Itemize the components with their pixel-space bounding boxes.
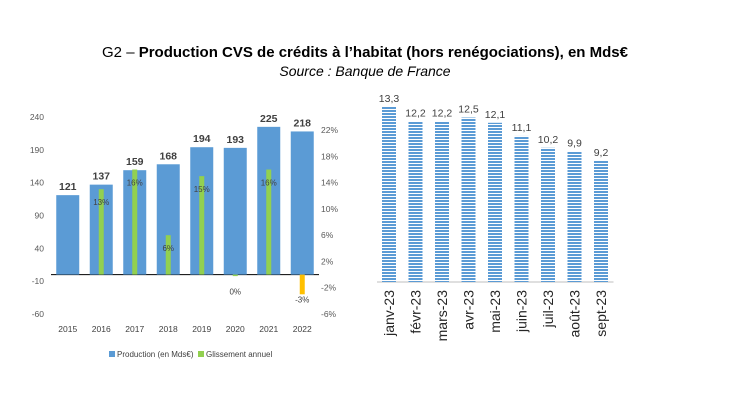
production-data-label: 159 [126, 156, 144, 168]
monthly-data-label: 11,1 [512, 122, 532, 134]
chart-title: G2 – Production CVS de crédits à l’habit… [0, 44, 730, 61]
month-tick-label: févr-23 [408, 290, 424, 334]
month-tick-label: mars-23 [434, 290, 450, 342]
chart-source: Source : Banque de France [279, 63, 451, 79]
year-tick-label: 2018 [159, 324, 178, 334]
month-axis: janv-23 févr-23 mars-23 avr-23 mai-23 juin-23… [381, 290, 609, 342]
year-axis: 2015 2016 2017 2018 2019 2020 2021 2022 [58, 324, 312, 334]
month-tick-label: avr-23 [461, 290, 477, 330]
monthly-bar [541, 147, 555, 282]
month-tick-label: sept-23 [593, 290, 609, 337]
right-y-tick-label: 2% [321, 256, 334, 266]
right-y-tick-label: 10% [321, 204, 338, 214]
production-bar [223, 147, 247, 275]
month-tick-label: mai-23 [487, 290, 503, 333]
left-y-tick-label: -10 [32, 276, 45, 286]
monthly-data-label: 10,2 [538, 134, 559, 146]
year-tick-label: 2015 [58, 324, 77, 334]
monthly-data-labels: 13,3 12,2 12,2 12,5 12,1 11,1 10,2 9,9 9,2 [379, 93, 609, 159]
glissement-bar [132, 169, 138, 275]
right-y-tick-label: -2% [321, 283, 337, 293]
glissement-bar [98, 189, 104, 275]
monthly-data-label: 12,5 [458, 104, 479, 116]
left-y-tick-label: 240 [30, 112, 44, 122]
glissement-bar [266, 169, 272, 275]
left-y-tick-label: 40 [35, 243, 45, 253]
month-tick-label: août-23 [567, 290, 583, 338]
month-tick-label: juil-23 [540, 290, 556, 329]
glissement-bar [165, 235, 171, 275]
left-y-axis: 240 190 140 90 40 -10 -60 [30, 112, 44, 319]
glissement-bar [199, 176, 205, 275]
glissement-data-label: 15% [194, 185, 210, 194]
glissement-data-label: 16% [261, 179, 277, 188]
year-tick-label: 2022 [293, 324, 312, 334]
production-bar [290, 131, 314, 275]
production-annual-chart: 240 190 140 90 40 -10 -60 22% 18% 14% 10% 6% 2% -2% -… [30, 112, 339, 359]
glissement-data-labels: 13% 16% 6% 15% 0% 16% -3% [93, 179, 309, 305]
production-bar [156, 164, 180, 275]
legend-swatch-production [109, 351, 115, 357]
legend-label-production: Production (en Mds€) [117, 350, 194, 359]
right-y-tick-label: 18% [321, 151, 338, 161]
title-prefix: G2 – [102, 44, 139, 61]
production-data-label: 193 [226, 134, 244, 146]
production-data-label: 218 [293, 117, 311, 129]
monthly-production-chart: 13,3 12,2 12,2 12,5 12,1 11,1 10,2 9,9 9,2 janv-… [377, 93, 614, 342]
monthly-bar [461, 117, 476, 282]
legend: Production (en Mds€) Glissement annuel [109, 350, 272, 359]
monthly-bar [408, 121, 423, 282]
legend-swatch-glissement [198, 351, 204, 357]
month-tick-label: juin-23 [514, 290, 530, 333]
chart-title-block: G2 – Production CVS de crédits à l’habit… [0, 44, 730, 79]
year-tick-label: 2020 [226, 324, 245, 334]
monthly-bar [514, 135, 529, 282]
year-tick-label: 2016 [92, 324, 111, 334]
monthly-data-label: 9,9 [567, 138, 582, 150]
right-y-tick-label: 14% [321, 178, 338, 188]
production-bar [56, 195, 80, 275]
title-main: Production CVS de crédits à l’habitat (h… [138, 44, 628, 61]
year-tick-label: 2021 [259, 324, 278, 334]
month-tick-label: janv-23 [381, 290, 397, 337]
glissement-data-label: 16% [127, 179, 143, 188]
monthly-bar [435, 121, 449, 282]
year-tick-label: 2017 [125, 324, 144, 334]
glissement-bar [299, 274, 305, 295]
monthly-series [382, 107, 608, 282]
left-y-tick-label: 190 [30, 145, 44, 155]
glissement-data-label: 6% [162, 244, 174, 253]
monthly-bar [567, 151, 582, 282]
year-tick-label: 2019 [192, 324, 211, 334]
monthly-data-label: 12,2 [432, 107, 453, 119]
production-data-label: 225 [260, 113, 278, 125]
left-y-tick-label: 90 [35, 211, 45, 221]
monthly-data-label: 12,1 [485, 109, 506, 121]
right-y-tick-label: 6% [321, 230, 334, 240]
glissement-data-label: 0% [229, 288, 241, 297]
left-y-tick-label: -60 [32, 309, 45, 319]
glissement-bar [232, 274, 238, 277]
production-data-label: 168 [159, 150, 177, 162]
monthly-data-label: 9,2 [594, 147, 609, 159]
monthly-bar [382, 107, 396, 282]
monthly-data-label: 12,2 [405, 107, 426, 119]
right-y-tick-label: -6% [321, 309, 337, 319]
glissement-data-label: 13% [93, 198, 109, 207]
monthly-bar [488, 122, 502, 282]
monthly-bar [594, 160, 608, 282]
glissement-series [98, 169, 305, 295]
production-data-label: 194 [193, 133, 211, 145]
legend-label-glissement: Glissement annuel [206, 350, 272, 359]
production-data-label: 137 [92, 171, 110, 183]
monthly-data-label: 13,3 [379, 93, 400, 105]
production-data-label: 121 [59, 181, 77, 193]
right-y-tick-label: 22% [321, 125, 338, 135]
production-data-labels: 121 137 159 168 194 193 225 218 [59, 113, 311, 193]
right-y-axis: 22% 18% 14% 10% 6% 2% -2% -6% [321, 125, 338, 319]
glissement-data-label: -3% [295, 296, 309, 305]
left-y-tick-label: 140 [30, 178, 44, 188]
